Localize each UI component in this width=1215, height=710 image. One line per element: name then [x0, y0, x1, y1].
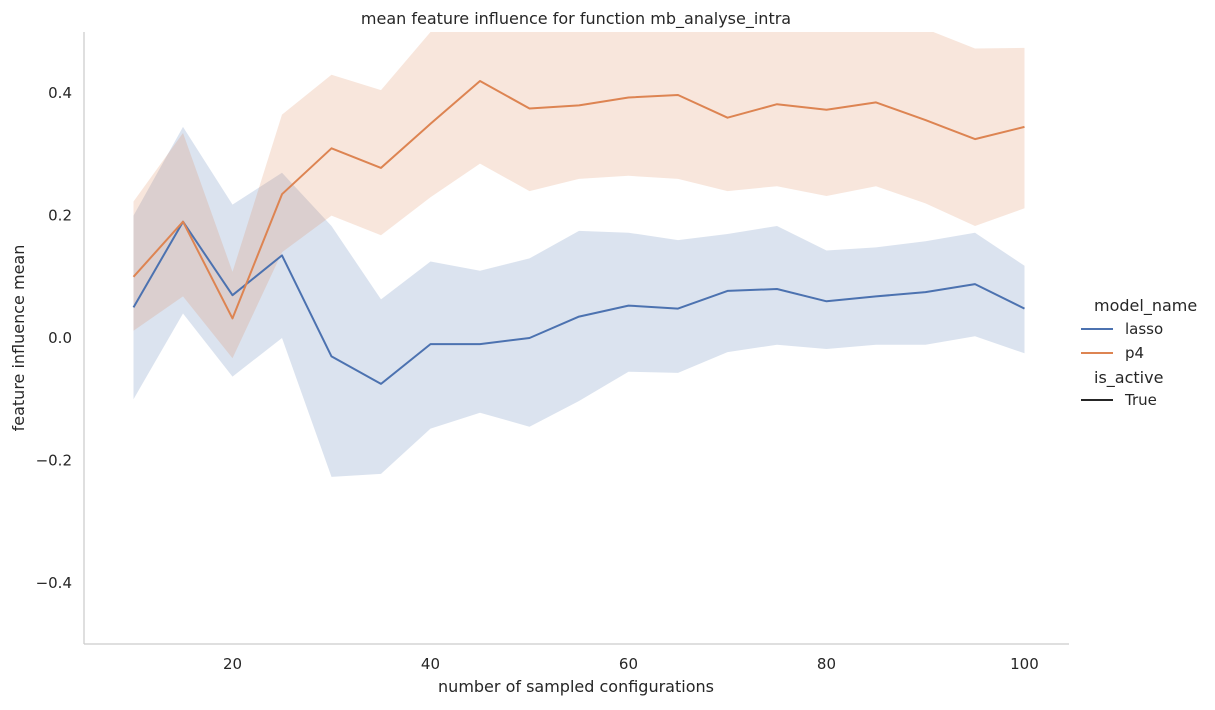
y-tick-label: −0.4 [36, 574, 72, 592]
confidence-bands [133, 32, 1025, 477]
legend-hue-entries: lasso p4 [1081, 320, 1163, 362]
x-tick-label: 100 [1010, 655, 1039, 673]
y-tick-label: −0.2 [36, 451, 72, 469]
legend-style-label: True [1124, 391, 1157, 409]
y-tick-label: 0.4 [48, 84, 72, 102]
x-tick-label: 40 [421, 655, 440, 673]
confidence-band-lasso [133, 126, 1025, 477]
x-tick-label: 60 [619, 655, 638, 673]
legend-style-title: is_active [1094, 368, 1163, 388]
series-lines [132, 80, 1025, 385]
x-axis-ticks: 20 40 60 80 100 [223, 655, 1039, 673]
x-axis-label: number of sampled configurations [438, 677, 714, 696]
legend-label-p4: p4 [1125, 344, 1144, 362]
y-axis-label: feature influence mean [9, 245, 28, 432]
y-tick-label: 0.0 [48, 329, 72, 347]
confidence-band-p4 [133, 32, 1025, 359]
x-tick-label: 20 [223, 655, 242, 673]
series-line-p4 [132, 80, 1025, 320]
x-tick-label: 80 [817, 655, 836, 673]
y-tick-label: 0.2 [48, 207, 72, 225]
legend-label-lasso: lasso [1125, 320, 1163, 338]
legend: model_name lasso p4 is_active True [1081, 296, 1197, 409]
y-axis-ticks: −0.4 −0.2 0.0 0.2 0.4 [36, 84, 72, 592]
legend-hue-title: model_name [1094, 296, 1197, 316]
legend-style-entries: True [1081, 391, 1157, 409]
chart-title: mean feature influence for function mb_a… [361, 9, 791, 29]
series-line-lasso [132, 220, 1025, 385]
